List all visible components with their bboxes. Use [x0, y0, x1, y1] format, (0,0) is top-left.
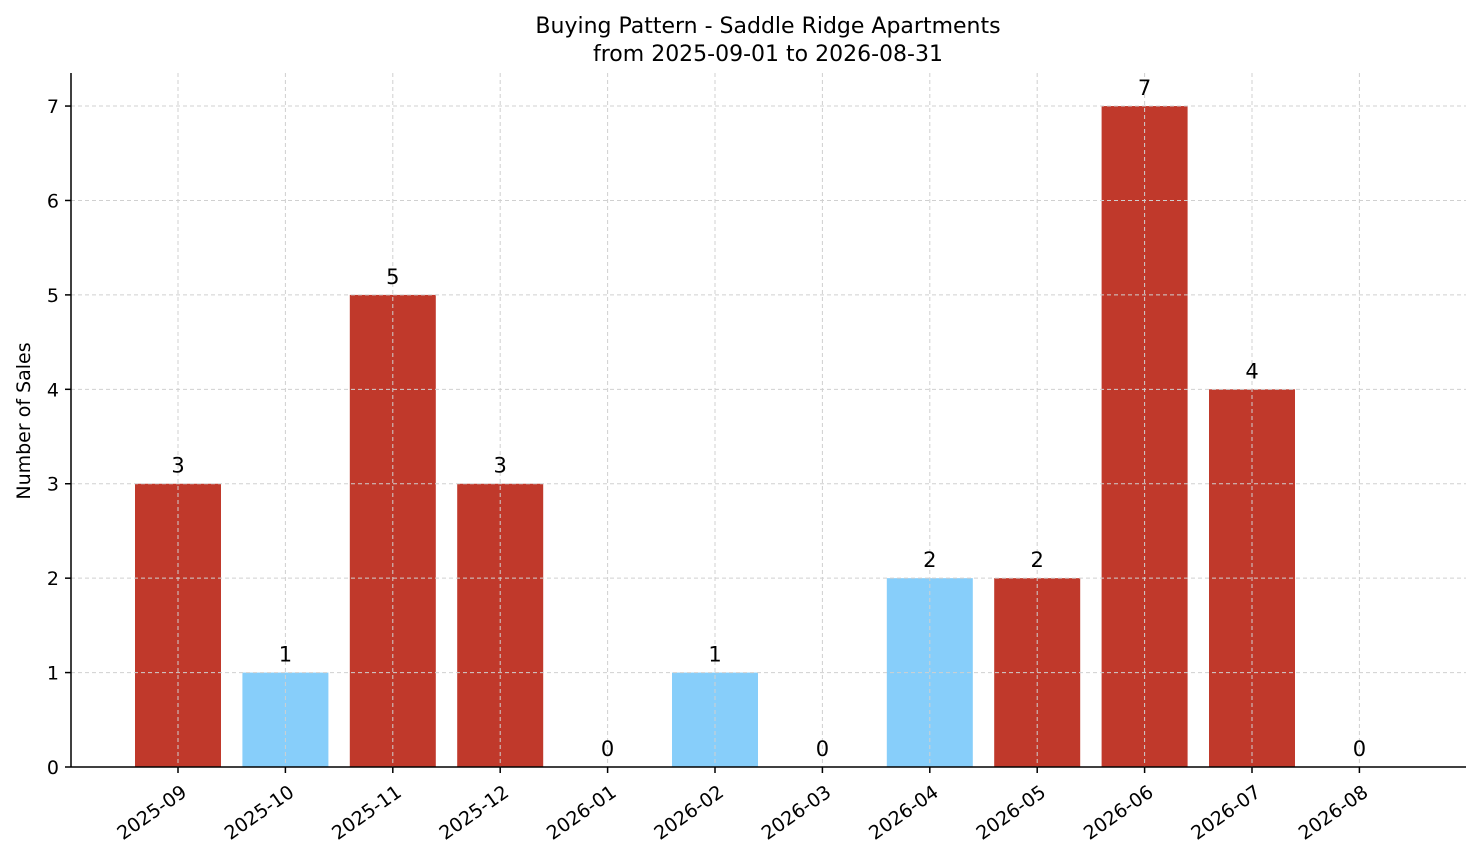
y-tick-label: 6: [47, 190, 59, 212]
data-label: 2: [1031, 548, 1044, 572]
data-label: 3: [494, 454, 507, 478]
chart-subtitle: from 2025-09-01 to 2026-08-31: [593, 42, 943, 67]
data-label: 0: [1353, 737, 1366, 761]
y-tick-label: 4: [47, 379, 59, 401]
data-label: 1: [279, 643, 292, 667]
data-labels: 3 1 5 3 0 1 0 2 2 7 4 0: [171, 76, 1366, 761]
data-label: 5: [386, 265, 399, 289]
data-label: 4: [1245, 359, 1258, 383]
y-tick-label: 2: [47, 568, 59, 590]
x-tick-label: 2025-12: [435, 781, 513, 845]
x-tick-label: 2026-02: [650, 781, 728, 845]
x-tick-label: 2026-03: [758, 781, 836, 845]
y-axis-label: Number of Sales: [13, 342, 35, 499]
x-tick-label: 2026-06: [1080, 781, 1158, 845]
bar-2026-06: [1101, 106, 1188, 768]
x-tick-label: 2026-05: [972, 781, 1050, 845]
x-tick-label: 2026-07: [1187, 781, 1265, 845]
y-tick-label: 1: [47, 663, 59, 685]
data-label: 0: [816, 737, 829, 761]
data-label: 7: [1138, 76, 1151, 100]
data-label: 3: [171, 454, 184, 478]
y-tick-label: 0: [47, 757, 59, 779]
x-tick-label: 2025-11: [328, 781, 406, 845]
x-tick-label: 2026-04: [865, 781, 943, 845]
x-tick-label: 2025-10: [221, 781, 299, 845]
chart-title: Buying Pattern - Saddle Ridge Apartments: [535, 14, 1000, 39]
y-tick-label: 3: [47, 474, 59, 496]
data-label: 1: [708, 643, 721, 667]
bars: [135, 106, 1295, 768]
x-tick-label: 2025-09: [113, 781, 191, 845]
x-tick-label: 2026-01: [543, 781, 621, 845]
x-tick-label: 2026-08: [1295, 781, 1373, 845]
bar-2026-04: [886, 578, 973, 767]
data-label: 0: [601, 737, 614, 761]
data-label: 2: [923, 548, 936, 572]
y-tick-label: 7: [47, 96, 59, 118]
y-tick-label: 5: [47, 285, 59, 307]
